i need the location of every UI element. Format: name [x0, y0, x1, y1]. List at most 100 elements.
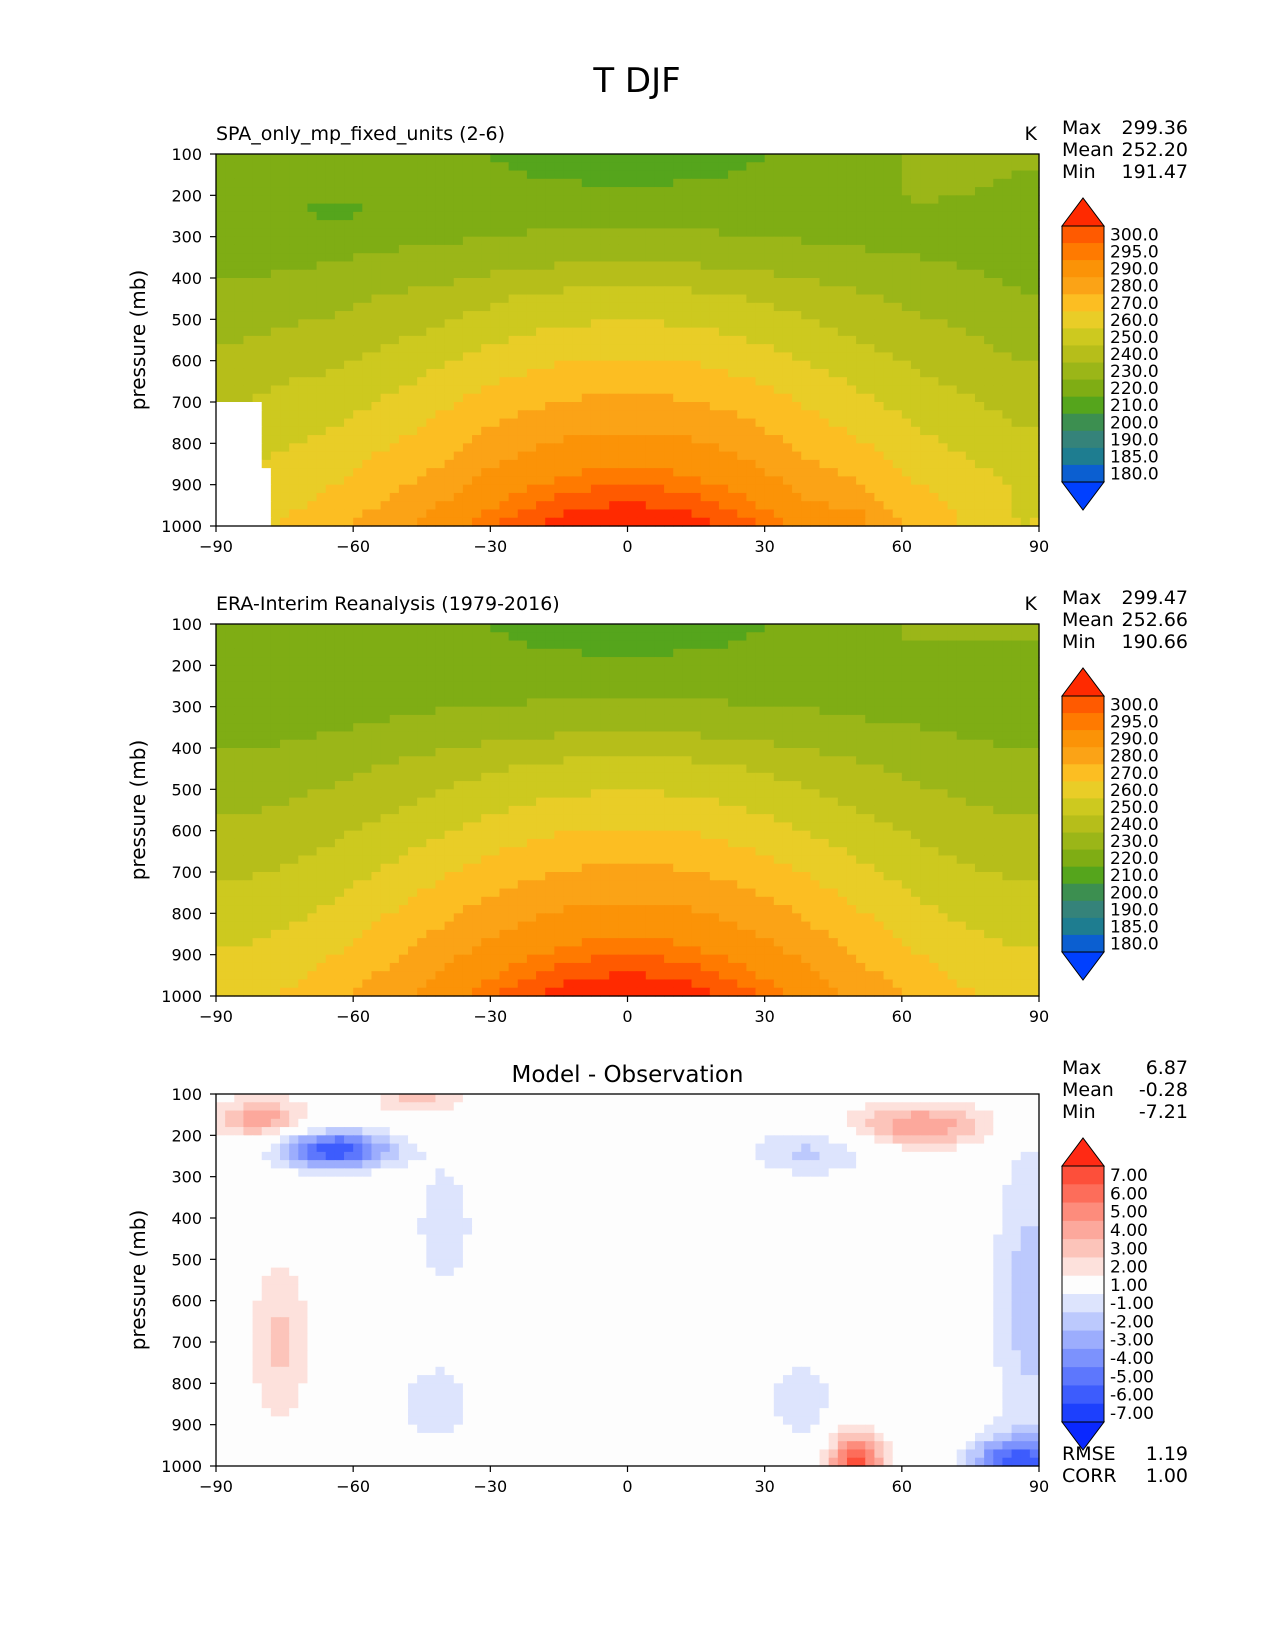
- contour-cell: [554, 360, 565, 370]
- contour-cell: [389, 657, 400, 666]
- contour-cell: [664, 484, 674, 494]
- contour-cell: [444, 624, 455, 633]
- contour-cell: [965, 360, 976, 370]
- contour-cell: [627, 640, 638, 650]
- contour-cell: [481, 426, 491, 436]
- contour-cell: [627, 517, 638, 527]
- contour-cell: [856, 385, 866, 395]
- contour-cell: [691, 393, 702, 403]
- contour-cell: [563, 517, 574, 527]
- contour-cell: [225, 476, 235, 486]
- contour-cell: [956, 681, 967, 691]
- contour-cell: [1029, 640, 1040, 650]
- contour-cell: [600, 269, 610, 279]
- contour-cell: [261, 368, 272, 378]
- contour-cell: [307, 154, 318, 163]
- contour-cell: [828, 665, 839, 675]
- contour-cell: [709, 236, 720, 246]
- contour-cell: [645, 509, 656, 519]
- contour-cell: [1011, 377, 1022, 387]
- contour-cell: [325, 360, 336, 370]
- contour-cell: [289, 418, 299, 428]
- contour-cell: [627, 501, 638, 511]
- contour-cell: [554, 170, 565, 180]
- contour-cell: [910, 690, 921, 699]
- contour-cell: [435, 501, 446, 511]
- contour-cell: [682, 393, 693, 403]
- contour-cell: [316, 278, 327, 287]
- contour-cell: [737, 278, 747, 287]
- contour-cell: [362, 319, 373, 329]
- contour-cell: [956, 393, 967, 403]
- contour-cell: [490, 278, 501, 287]
- contour-cell: [828, 352, 839, 362]
- contour-cell: [892, 253, 903, 263]
- contour-cell: [1011, 624, 1022, 633]
- contour-cell: [1029, 517, 1040, 527]
- contour-cell: [307, 492, 318, 502]
- contour-cell: [755, 278, 766, 287]
- contour-cell: [252, 286, 263, 296]
- contour-cell: [481, 269, 491, 279]
- contour-cell: [755, 335, 766, 345]
- contour-cell: [563, 278, 574, 287]
- contour-cell: [334, 162, 345, 172]
- contour-cell: [526, 368, 537, 378]
- contour-cell: [252, 311, 263, 320]
- contour-cell: [901, 261, 912, 271]
- contour-cell: [718, 657, 729, 666]
- contour-cell: [353, 435, 363, 444]
- contour-cell: [801, 657, 811, 666]
- contour-cell: [371, 220, 382, 229]
- contour-cell: [353, 187, 363, 196]
- contour-cell: [590, 476, 601, 486]
- contour-cell: [316, 187, 327, 196]
- contour-cell: [984, 344, 994, 353]
- contour-cell: [252, 162, 263, 172]
- contour-cell: [371, 294, 382, 304]
- contour-cell: [243, 624, 254, 633]
- contour-cell: [636, 162, 647, 172]
- contour-cell: [792, 385, 802, 395]
- contour-cell: [261, 178, 272, 188]
- contour-cell: [920, 443, 930, 453]
- contour-cell: [673, 681, 683, 691]
- contour-cell: [517, 476, 528, 486]
- contour-cell: [334, 344, 345, 353]
- contour-cell: [691, 178, 702, 188]
- contour-cell: [334, 385, 345, 395]
- contour-cell: [828, 154, 839, 163]
- contour-cell: [499, 352, 510, 362]
- contour-cell: [993, 393, 1004, 403]
- contour-cell: [408, 211, 418, 221]
- contour-cell: [974, 492, 985, 502]
- contour-cell: [901, 170, 912, 180]
- contour-cell: [865, 203, 875, 213]
- colorbar-label: 280.0: [1110, 277, 1159, 297]
- contour-cell: [956, 459, 967, 469]
- contour-cell: [353, 253, 363, 263]
- contour-cell: [892, 517, 903, 527]
- contour-cell: [691, 517, 702, 527]
- contour-cell: [682, 673, 693, 683]
- contour-cell: [892, 476, 903, 486]
- contour-cell: [682, 269, 693, 279]
- contour-cell: [947, 319, 958, 329]
- contour-cell: [728, 624, 738, 633]
- contour-cell: [1002, 640, 1013, 650]
- contour-cell: [856, 319, 866, 329]
- contour-cell: [746, 624, 757, 633]
- contour-cell: [618, 681, 629, 691]
- contour-cell: [216, 178, 226, 188]
- contour-cell: [472, 294, 482, 304]
- contour-cell: [334, 657, 345, 666]
- contour-cell: [892, 468, 903, 477]
- contour-cell: [389, 228, 400, 238]
- contour-cell: [462, 170, 473, 180]
- contour-cell: [654, 269, 665, 279]
- contour-cell: [572, 269, 583, 279]
- contour-cell: [289, 244, 299, 254]
- contour-cell: [856, 203, 866, 213]
- contour-cell: [389, 170, 400, 180]
- contour-cell: [261, 468, 272, 477]
